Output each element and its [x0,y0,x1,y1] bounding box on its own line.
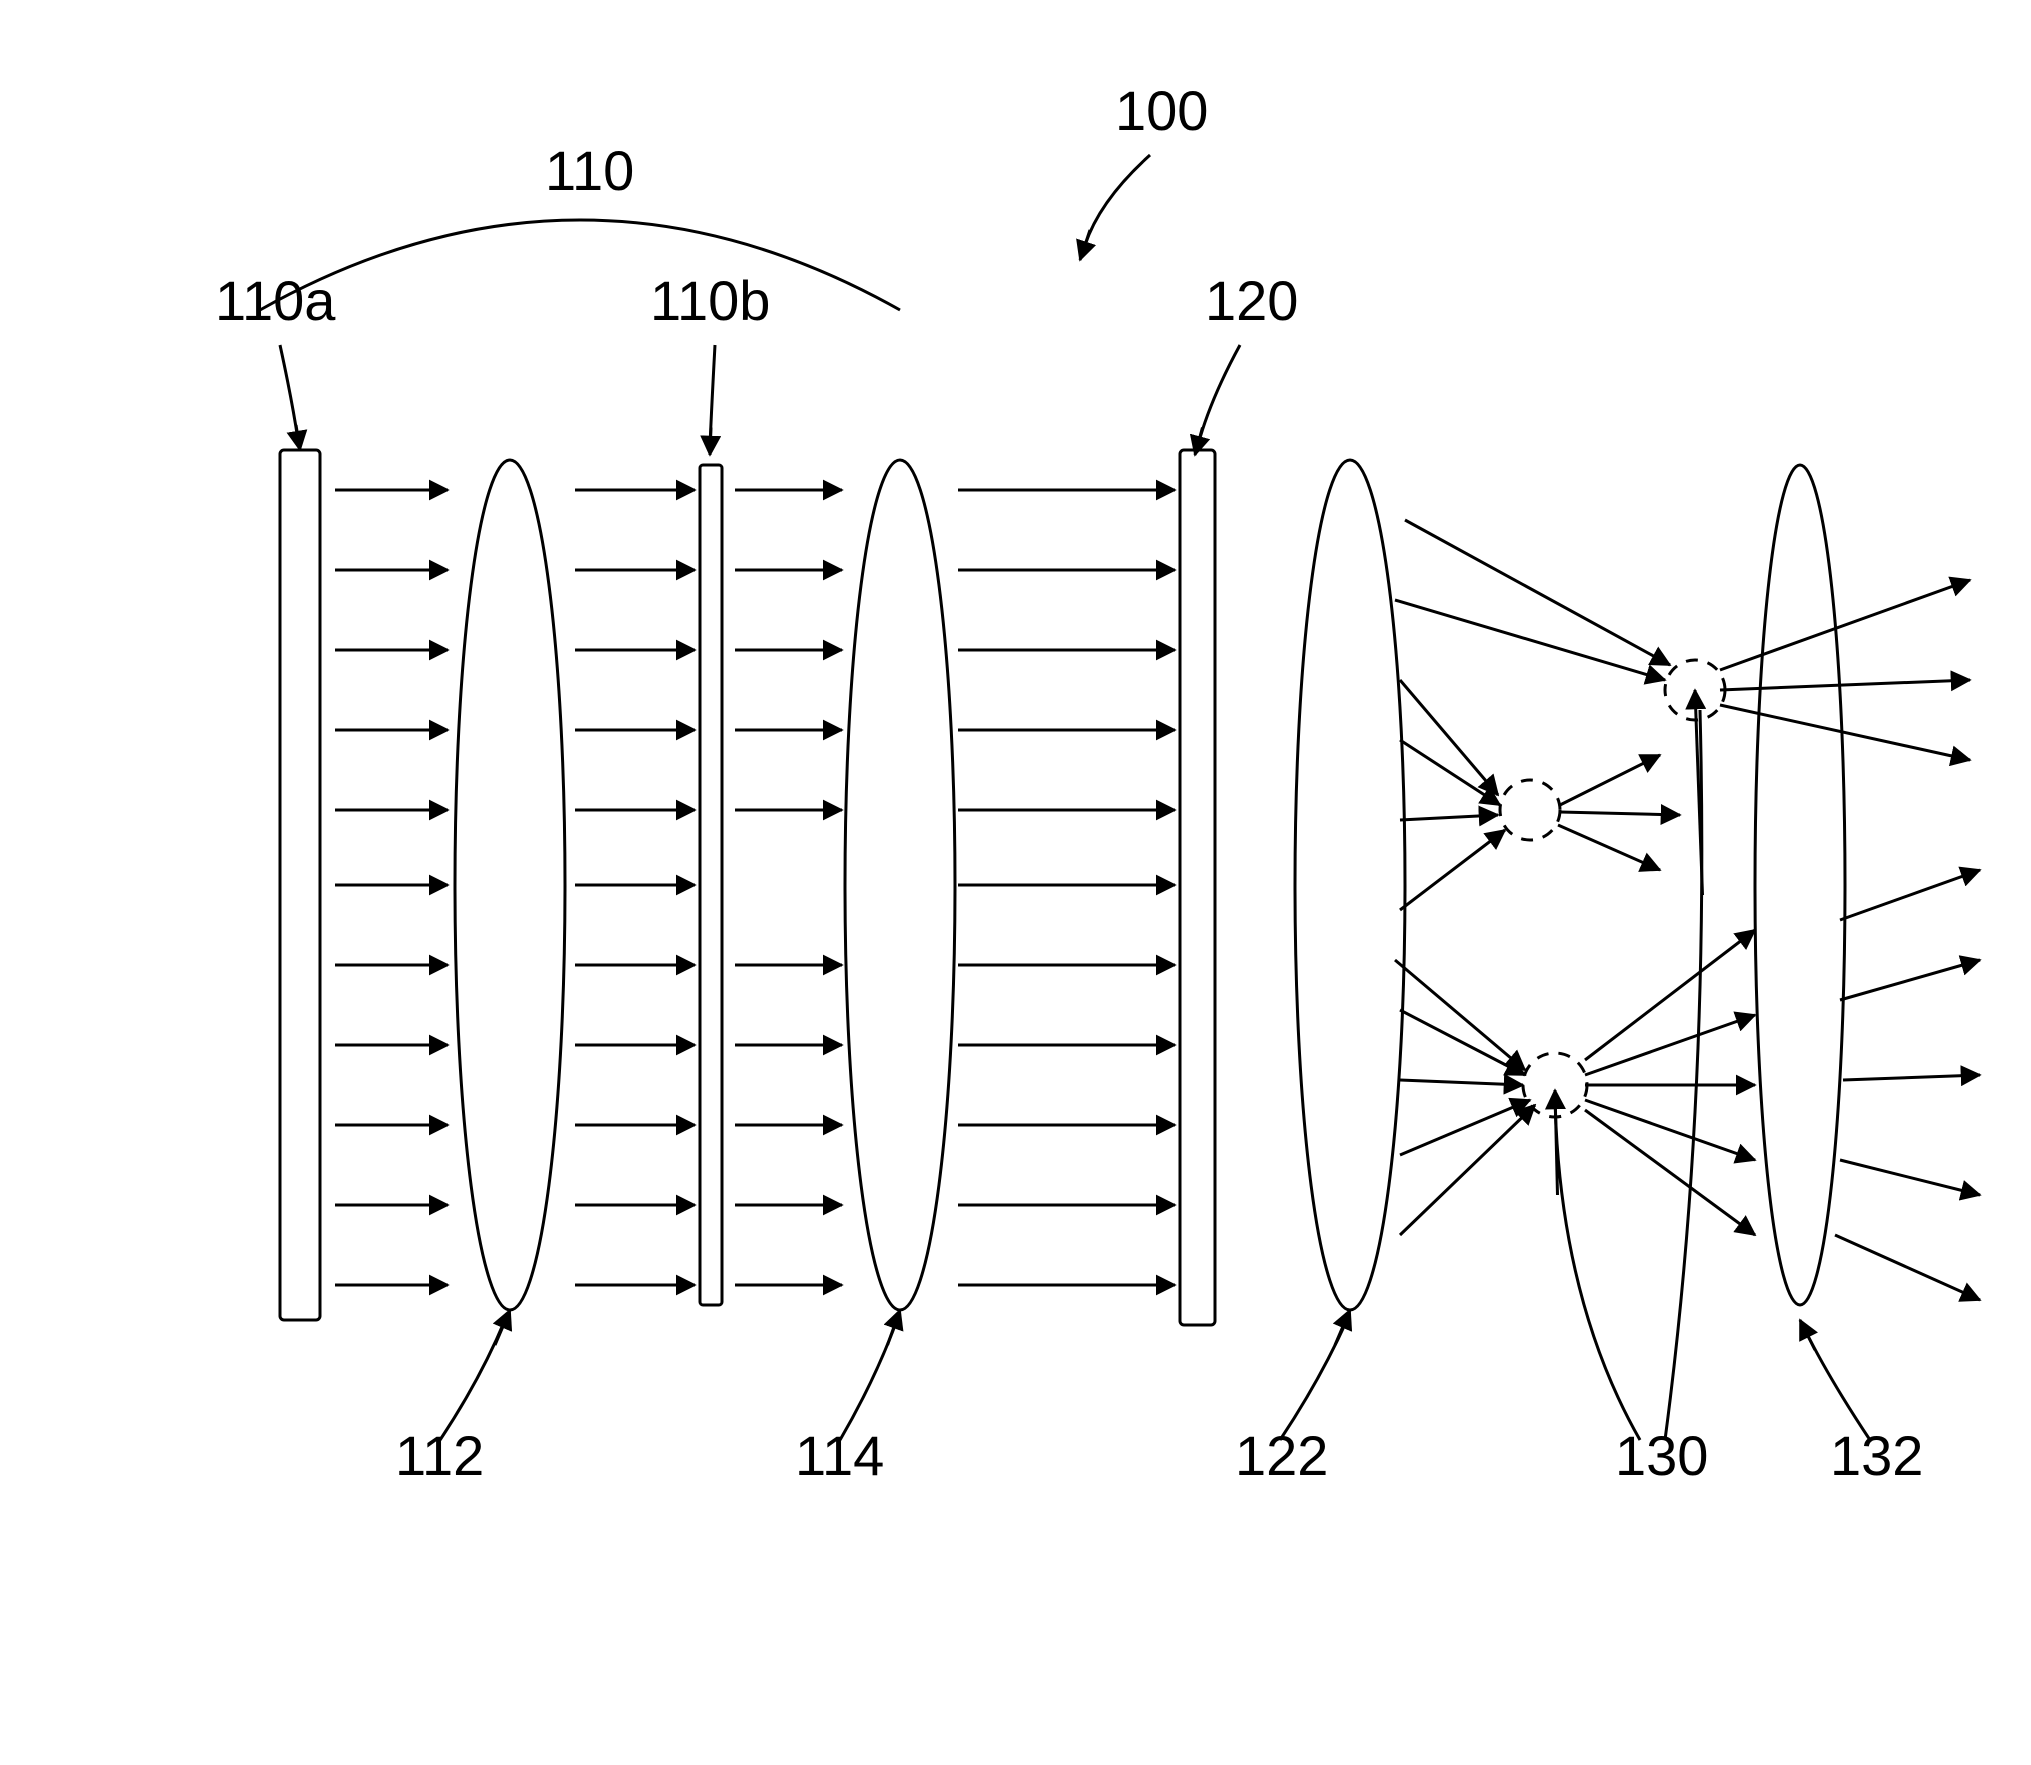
ray-arrow [1585,930,1755,1060]
r110a [280,450,320,1320]
lens122 [1295,460,1405,1310]
label-L110b: 110b [650,269,770,332]
focal-point-fpA [1500,780,1560,840]
leader-arrowhead [1800,1320,1815,1350]
label-L132: 132 [1830,1424,1923,1487]
leader-arrowhead [1080,230,1090,260]
ray-arrow [1400,1105,1535,1235]
ray-arrow [1400,815,1498,820]
ray-arrow [1843,1075,1980,1080]
label-L122: 122 [1235,1424,1328,1487]
label-L120: 120 [1205,269,1298,332]
leader-line [1085,155,1150,245]
leader-line [1555,1100,1640,1440]
ray-arrow [1840,870,1980,920]
label-L112: 112 [395,1424,484,1487]
leader-arrowhead [710,428,711,456]
leader-arrowhead [1555,1090,1558,1195]
leader-line [440,1320,505,1440]
label-L114: 114 [795,1424,884,1487]
ray-arrow [1400,1080,1523,1085]
r110b [700,465,722,1305]
label-L100: 100 [1115,79,1208,142]
ray-arrow [1400,1010,1525,1075]
leader-line [1198,345,1240,445]
ray-arrow [1560,755,1660,805]
ray-arrow [1395,960,1525,1070]
label-L110: 110 [545,139,634,202]
ray-arrow [1840,1160,1980,1195]
ray-arrow [1400,740,1500,805]
ray-arrow [1840,960,1980,1000]
leader-arrowhead [495,1310,510,1345]
lens132 [1755,465,1845,1305]
ray-arrow [1835,1235,1980,1300]
ray-arrow [1400,830,1505,910]
leader-arrowhead [296,425,300,450]
label-L130: 130 [1615,1424,1708,1487]
ray-arrow [1585,1015,1755,1075]
r120 [1180,450,1215,1325]
lens112 [455,460,565,1310]
leader-arrowhead [888,1310,901,1345]
ray-arrow [1720,680,1970,690]
ray-arrow [1720,580,1970,670]
label-L110a: 110a [215,269,336,332]
leader-line [1665,710,1702,1440]
ray-arrow [1560,812,1680,815]
leader-arc [260,220,900,310]
ray-arrow [1558,825,1660,870]
leader-arrowhead [1335,1310,1350,1345]
ray-arrow [1400,680,1498,795]
lens114 [845,460,955,1310]
